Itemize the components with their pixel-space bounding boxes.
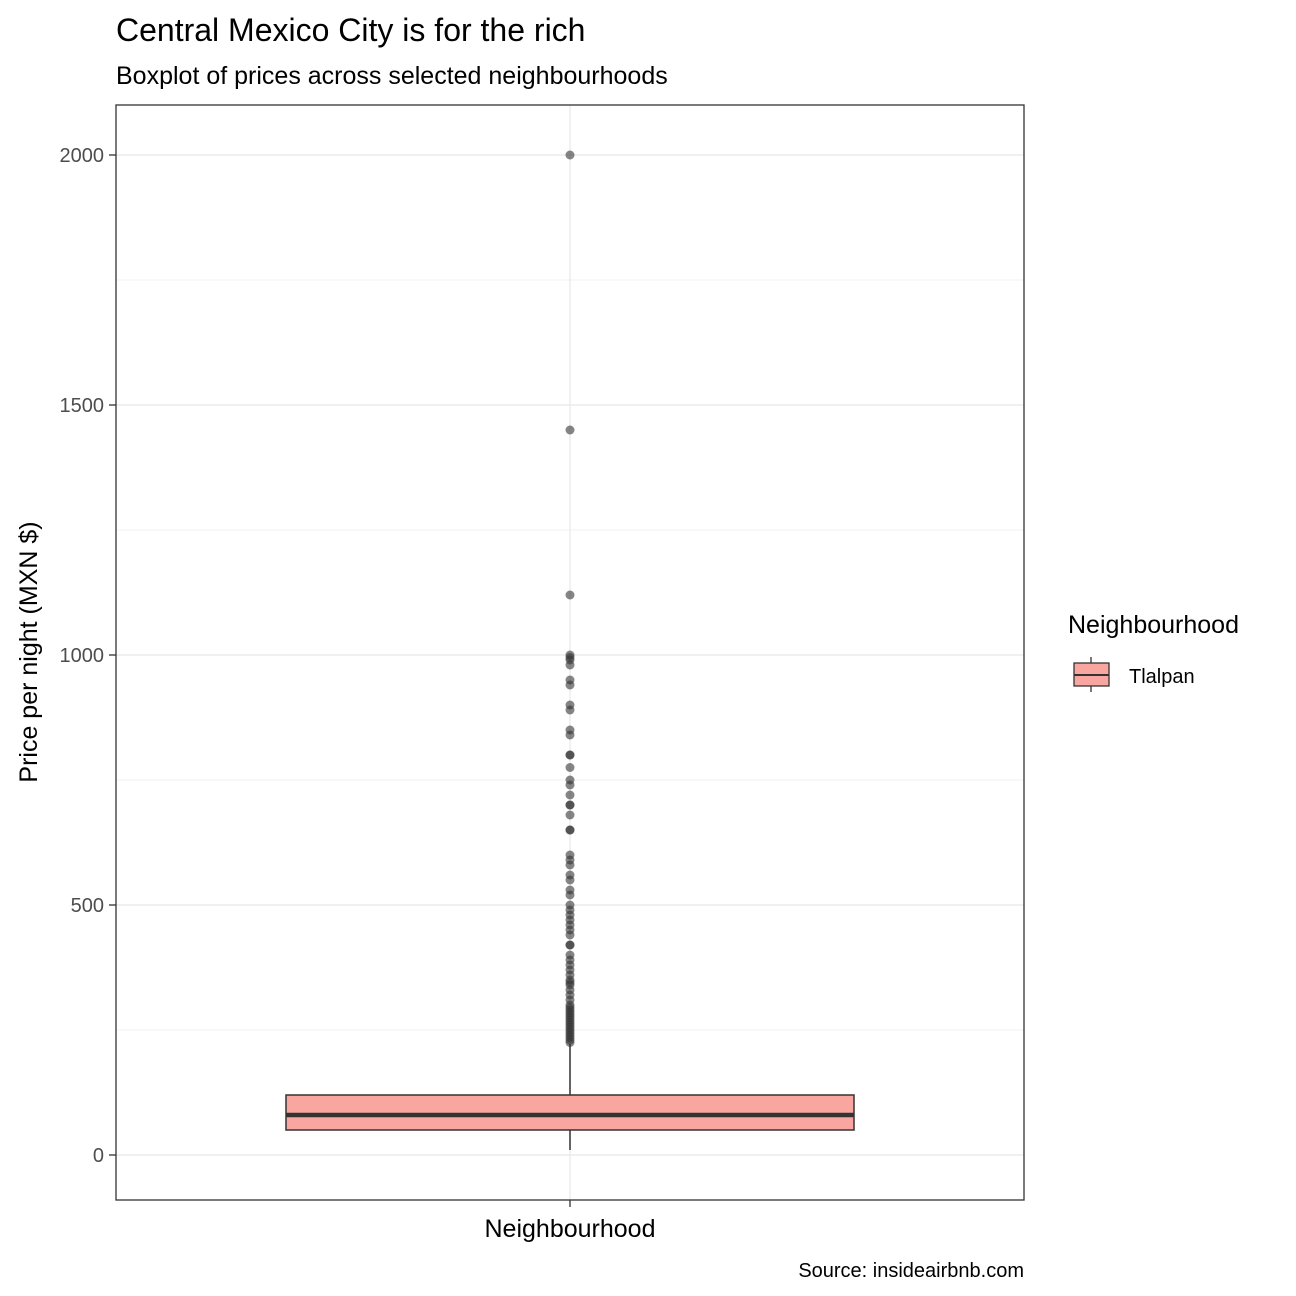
outlier-point [565,875,575,885]
boxplot-series [285,1044,855,1150]
outlier-point [565,800,575,810]
outlier-point [565,750,575,760]
iqr-box [285,1094,855,1131]
legend: Neighbourhood Tlalpan [1068,611,1239,692]
legend-title: Neighbourhood [1068,611,1239,639]
outlier-point [565,825,575,835]
y-tick-label: 1000 [60,645,105,667]
outlier-point [565,890,575,900]
outlier-point [565,705,575,715]
chart-subtitle: Boxplot of prices across selected neighb… [116,62,668,90]
outlier-point [565,1038,575,1047]
outlier-point [565,660,575,670]
chart-title: Central Mexico City is for the rich [116,12,585,48]
outlier-point [565,790,575,800]
y-tick-label: 1500 [60,395,105,417]
outlier-point [565,425,575,435]
outlier-point [565,730,575,740]
outlier-point [565,930,575,940]
outlier-point [565,940,575,950]
outlier-points [565,150,575,1047]
x-axis-label: Neighbourhood [485,1215,656,1243]
outlier-point [565,810,575,820]
y-tick-label: 2000 [60,145,105,167]
legend-key-tlalpan [1073,657,1110,692]
y-tick-label: 500 [71,895,104,917]
y-axis: 0 500 1000 1500 2000 [60,145,571,1207]
outlier-point [565,150,575,160]
outlier-point [565,780,575,790]
outlier-point [565,590,575,600]
outlier-point [565,680,575,690]
chart-caption: Source: insideairbnb.com [798,1260,1024,1282]
outlier-point [565,763,575,772]
y-tick-label: 0 [93,1145,104,1167]
outlier-point [565,860,575,870]
legend-label-tlalpan: Tlalpan [1129,666,1195,688]
y-axis-label: Price per night (MXN $) [15,521,43,782]
